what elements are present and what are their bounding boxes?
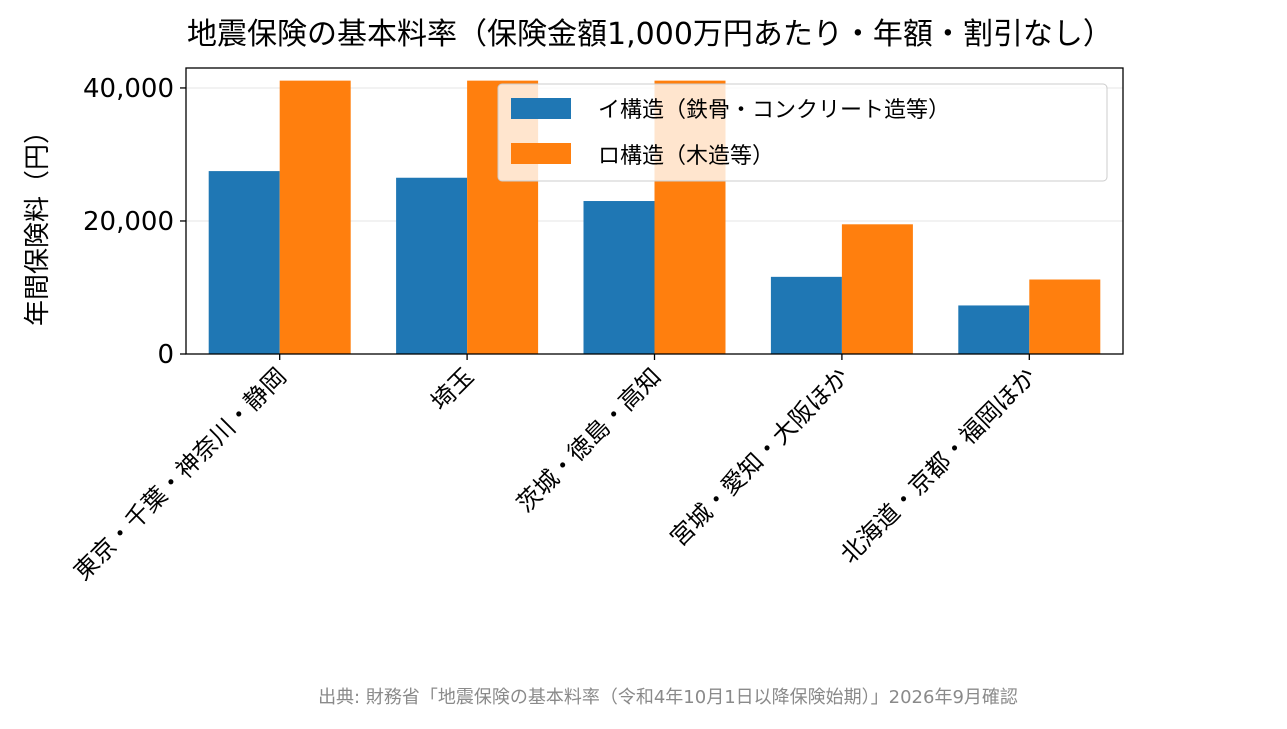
legend-box [497, 83, 1108, 182]
x-ticks: 東京・千葉・神奈川・静岡 埼玉 茨城・徳島・高知宮城・愛知・大阪ほか北海道・京都・福… [68, 354, 1042, 586]
y-ticks: 0 20,000 40,000 [83, 74, 186, 370]
y-tick-label: 40,000 [83, 74, 174, 104]
chart-title: 地震保険の基本料率（保険金額1,000万円あたり・年額・割引なし） [187, 17, 1113, 52]
bar-rokouzou [279, 80, 351, 354]
bar-ikouzou [770, 276, 842, 354]
legend-label-ikouzou: イ構造（鉄骨・コンクリート造等） [598, 98, 950, 123]
legend-swatch-ikouzou [511, 98, 571, 119]
bar-rokouzou [841, 224, 913, 354]
bar-ikouzou [396, 177, 468, 354]
bars-layer [208, 80, 1101, 354]
x-tick-label: 茨城・徳島・高知 [511, 362, 667, 518]
legend: イ構造（鉄骨・コンクリート造等） ロ構造（木造等） [497, 83, 1108, 182]
y-tick-label: 0 [157, 340, 174, 370]
y-axis-title: 年間保険料（円） [23, 118, 53, 326]
legend-swatch-rokouzou [511, 143, 571, 164]
bar-ikouzou [958, 305, 1030, 354]
y-tick-label: 20,000 [83, 207, 174, 237]
source-note: 出典: 財務省「地震保険の基本料率（令和4年10月1日以降保険始期）」2026年… [318, 687, 1018, 708]
bar-ikouzou [208, 171, 280, 354]
x-tick-label: 埼玉 [426, 362, 480, 416]
x-tick-label: 宮城・愛知・大阪ほか [665, 362, 855, 552]
x-tick-label: 北海道・京都・福岡ほか [835, 362, 1041, 568]
x-tick-label: 東京・千葉・神奈川・静岡 [68, 362, 291, 585]
bar-rokouzou [1029, 279, 1101, 354]
legend-label-rokouzou: ロ構造（木造等） [598, 144, 774, 169]
bar-ikouzou [583, 201, 655, 354]
